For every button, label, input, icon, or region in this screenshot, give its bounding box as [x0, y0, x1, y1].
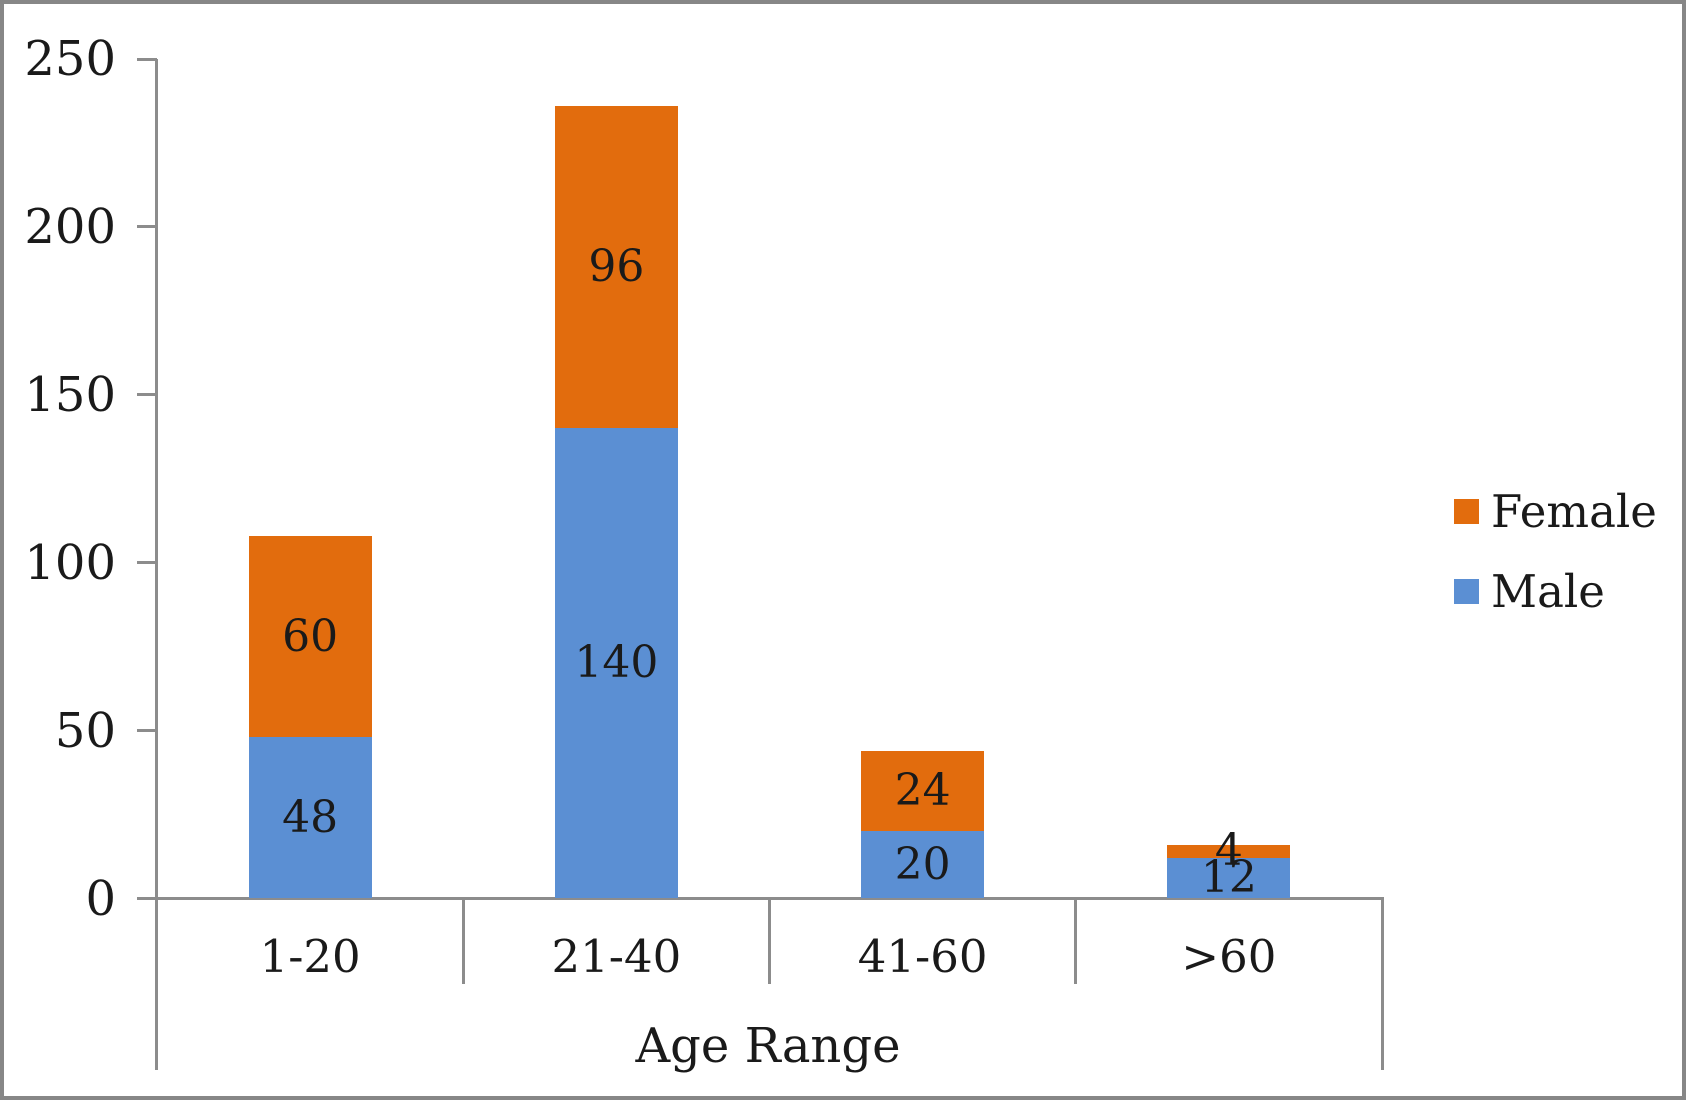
bar-41-60-female-segment: 24	[861, 750, 985, 832]
bar-1-20-male-segment: 48	[248, 737, 372, 899]
y-tick-label-200: 200	[24, 198, 116, 255]
legend-swatch-female-icon	[1454, 499, 1479, 524]
category-label-21-40: 21-40	[551, 930, 682, 983]
y-tick-label-150: 150	[24, 366, 116, 423]
bar-gt60-female-segment: 4	[1167, 829, 1291, 873]
y-tick-label-50: 50	[54, 702, 116, 759]
y-axis-line	[155, 59, 158, 1070]
y-tick-0	[137, 897, 157, 900]
legend-swatch-male-icon	[1454, 579, 1479, 604]
data-label-female-gt60: 4	[1214, 825, 1243, 877]
bar-1-20-female-segment: 60	[248, 535, 372, 738]
data-label-male-gt60: 12	[1200, 852, 1257, 904]
y-tick-150	[137, 393, 157, 397]
category-label-41-60: 41-60	[857, 930, 988, 983]
data-label-female-21-40: 96	[588, 241, 645, 293]
data-label-male-41-60: 20	[894, 838, 951, 890]
data-label-male-21-40: 140	[574, 637, 659, 689]
category-divider-4	[1380, 899, 1384, 1070]
category-label-gt60: >60	[1181, 930, 1277, 983]
legend-item-male: Male	[1454, 569, 1605, 614]
y-tick-250	[137, 57, 157, 61]
y-tick-50	[137, 729, 157, 733]
y-tick-100	[137, 561, 157, 565]
data-label-male-1-20: 48	[282, 791, 339, 843]
y-tick-label-0: 0	[85, 870, 116, 927]
data-label-female-41-60: 24	[894, 765, 951, 817]
legend-label-female: Female	[1491, 485, 1657, 538]
data-label-female-1-20: 60	[282, 610, 339, 662]
category-divider-2	[768, 899, 771, 984]
x-axis-line	[137, 897, 1384, 900]
category-divider-1	[461, 899, 465, 984]
x-axis-title: Age Range	[635, 1018, 901, 1074]
bar-21-40-female-segment: 96	[554, 106, 678, 429]
y-tick-label-250: 250	[24, 31, 116, 87]
legend-label-male: Male	[1491, 565, 1605, 618]
bar-gt60-male-segment: 12	[1167, 852, 1291, 904]
y-tick-200	[137, 225, 157, 229]
legend-item-female: Female	[1454, 489, 1657, 534]
category-divider-3	[1074, 899, 1078, 984]
bar-21-40-male-segment: 140	[554, 428, 678, 899]
bar-41-60-male-segment: 20	[861, 831, 985, 899]
y-tick-label-100: 100	[24, 534, 116, 591]
category-label-1-20: 1-20	[259, 930, 361, 983]
